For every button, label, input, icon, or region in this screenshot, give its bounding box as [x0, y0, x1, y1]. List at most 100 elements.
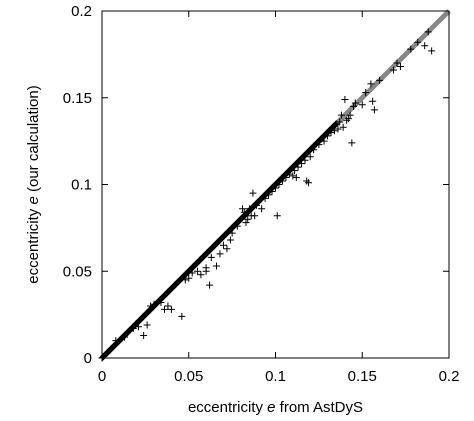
- data-point: [337, 111, 345, 119]
- data-point: [346, 111, 354, 119]
- plot-area: [98, 9, 451, 362]
- data-point: [389, 66, 397, 74]
- data-point: [242, 219, 250, 227]
- data-point: [272, 184, 279, 192]
- x-axis-ticks: 0 0.05 0.1 0.15 0.2: [98, 11, 459, 385]
- data-point: [206, 281, 214, 289]
- data-point: [160, 305, 168, 313]
- data-point: [303, 177, 311, 185]
- data-point: [351, 99, 359, 107]
- data-point: [181, 276, 189, 284]
- data-point: [304, 179, 312, 187]
- data-point: [367, 80, 375, 88]
- data-point: [393, 59, 401, 67]
- y-tick-label: 0: [84, 350, 92, 367]
- data-points: [98, 28, 436, 362]
- data-point: [370, 106, 378, 114]
- data-point: [233, 222, 241, 230]
- x-axis-label-var: e: [267, 399, 275, 416]
- x-axis-label-pre: eccentricity: [188, 399, 267, 416]
- data-point: [320, 137, 328, 145]
- data-point: [428, 47, 436, 55]
- data-point: [344, 115, 352, 123]
- data-point: [350, 102, 358, 110]
- data-point: [273, 212, 281, 220]
- data-point: [178, 312, 186, 320]
- data-point: [306, 153, 314, 161]
- data-point: [112, 337, 120, 345]
- data-point: [343, 116, 351, 124]
- data-point: [244, 215, 252, 223]
- x-axis-label-post: from AstDyS: [276, 399, 364, 416]
- data-point: [197, 271, 205, 279]
- data-point: [358, 101, 366, 109]
- data-point: [254, 198, 262, 206]
- x-tick-label: 0.05: [174, 368, 203, 385]
- data-point: [332, 120, 340, 128]
- data-point: [336, 118, 344, 126]
- data-point: [282, 174, 290, 182]
- data-point: [407, 45, 415, 53]
- data-point: [150, 300, 158, 308]
- data-point: [252, 201, 260, 209]
- y-axis-label-post: (our calculation): [25, 85, 42, 196]
- y-axis-label: eccentricity e (our calculation): [25, 85, 42, 283]
- data-point: [315, 141, 323, 149]
- data-point: [261, 194, 269, 202]
- x-axis-label: eccentricity e from AstDyS: [188, 399, 363, 416]
- data-point: [134, 323, 142, 331]
- data-point: [339, 123, 347, 131]
- data-point: [369, 97, 377, 105]
- data-point: [268, 187, 276, 195]
- data-point: [167, 305, 175, 313]
- data-point: [188, 269, 196, 277]
- data-point: [147, 302, 155, 310]
- data-point: [376, 76, 384, 84]
- data-point: [362, 89, 370, 97]
- data-point: [239, 205, 247, 213]
- data-point: [258, 205, 266, 213]
- data-point: [285, 170, 293, 178]
- data-point: [298, 160, 306, 168]
- data-point: [331, 121, 339, 129]
- data-point: [143, 321, 151, 329]
- data-point: [219, 241, 227, 249]
- data-point: [193, 267, 201, 275]
- data-point: [164, 302, 172, 310]
- y-axis-ticks: 0 0.05 0.1 0.15 0.2: [63, 3, 449, 367]
- data-point: [292, 174, 300, 182]
- y-tick-label: 0.1: [71, 177, 92, 194]
- data-point: [202, 267, 210, 275]
- data-point: [291, 167, 299, 175]
- data-point: [245, 205, 253, 213]
- data-point: [265, 191, 273, 199]
- data-point: [185, 274, 193, 282]
- y-axis-label-pre: eccentricity: [25, 205, 42, 284]
- y-tick-label: 0.2: [71, 3, 92, 20]
- y-axis-label-var: e: [25, 196, 42, 204]
- data-point: [275, 181, 283, 188]
- data-point: [249, 189, 257, 197]
- data-point: [228, 229, 236, 237]
- data-point: [199, 253, 207, 261]
- data-point: [237, 215, 245, 223]
- data-point: [223, 245, 231, 253]
- data-point: [251, 212, 259, 220]
- data-point: [213, 262, 221, 270]
- x-tick-label: 0: [98, 368, 106, 385]
- data-point: [421, 42, 429, 50]
- data-point: [327, 128, 335, 136]
- data-point: [103, 349, 111, 357]
- data-point: [294, 163, 302, 171]
- data-point: [341, 95, 349, 103]
- data-point: [157, 298, 165, 306]
- data-point: [140, 331, 148, 339]
- data-point: [216, 250, 224, 258]
- data-point: [289, 172, 297, 180]
- data-point: [301, 156, 309, 164]
- data-point: [334, 125, 342, 133]
- data-point: [226, 236, 234, 244]
- data-point: [324, 132, 332, 140]
- data-point: [310, 146, 318, 154]
